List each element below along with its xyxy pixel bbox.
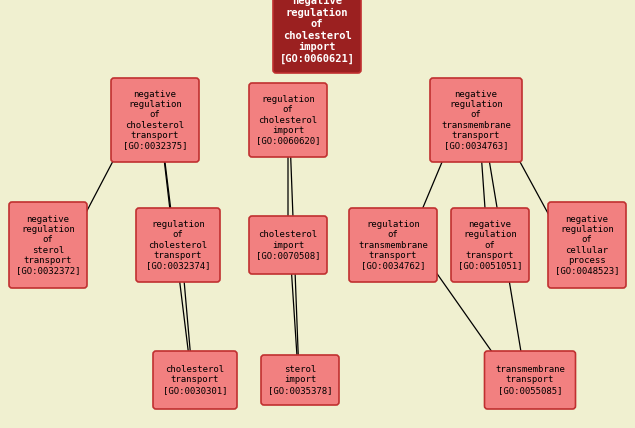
- Text: transmembrane
transport
[GO:0055085]: transmembrane transport [GO:0055085]: [495, 365, 565, 395]
- Text: sterol
import
[GO:0035378]: sterol import [GO:0035378]: [268, 365, 332, 395]
- FancyBboxPatch shape: [451, 208, 529, 282]
- Text: regulation
of
cholesterol
transport
[GO:0032374]: regulation of cholesterol transport [GO:…: [146, 220, 210, 270]
- FancyBboxPatch shape: [249, 216, 327, 274]
- FancyBboxPatch shape: [430, 78, 522, 162]
- Text: negative
regulation
of
cellular
process
[GO:0048523]: negative regulation of cellular process …: [555, 214, 619, 276]
- FancyBboxPatch shape: [136, 208, 220, 282]
- Text: negative
regulation
of
sterol
transport
[GO:0032372]: negative regulation of sterol transport …: [16, 214, 80, 276]
- FancyBboxPatch shape: [548, 202, 626, 288]
- FancyBboxPatch shape: [153, 351, 237, 409]
- FancyBboxPatch shape: [9, 202, 87, 288]
- FancyBboxPatch shape: [273, 0, 361, 73]
- Text: negative
regulation
of
transmembrane
transport
[GO:0034763]: negative regulation of transmembrane tra…: [441, 89, 511, 151]
- Text: negative
regulation
of
cholesterol
import
[GO:0060621]: negative regulation of cholesterol impor…: [279, 0, 354, 64]
- FancyBboxPatch shape: [111, 78, 199, 162]
- Text: regulation
of
cholesterol
import
[GO:0060620]: regulation of cholesterol import [GO:006…: [256, 95, 320, 145]
- Text: negative
regulation
of
transport
[GO:0051051]: negative regulation of transport [GO:005…: [458, 220, 522, 270]
- FancyBboxPatch shape: [485, 351, 575, 409]
- FancyBboxPatch shape: [261, 355, 339, 405]
- Text: negative
regulation
of
cholesterol
transport
[GO:0032375]: negative regulation of cholesterol trans…: [123, 89, 187, 151]
- FancyBboxPatch shape: [349, 208, 437, 282]
- Text: cholesterol
import
[GO:0070508]: cholesterol import [GO:0070508]: [256, 230, 320, 260]
- Text: regulation
of
transmembrane
transport
[GO:0034762]: regulation of transmembrane transport [G…: [358, 220, 428, 270]
- FancyBboxPatch shape: [249, 83, 327, 157]
- Text: cholesterol
transport
[GO:0030301]: cholesterol transport [GO:0030301]: [163, 365, 227, 395]
